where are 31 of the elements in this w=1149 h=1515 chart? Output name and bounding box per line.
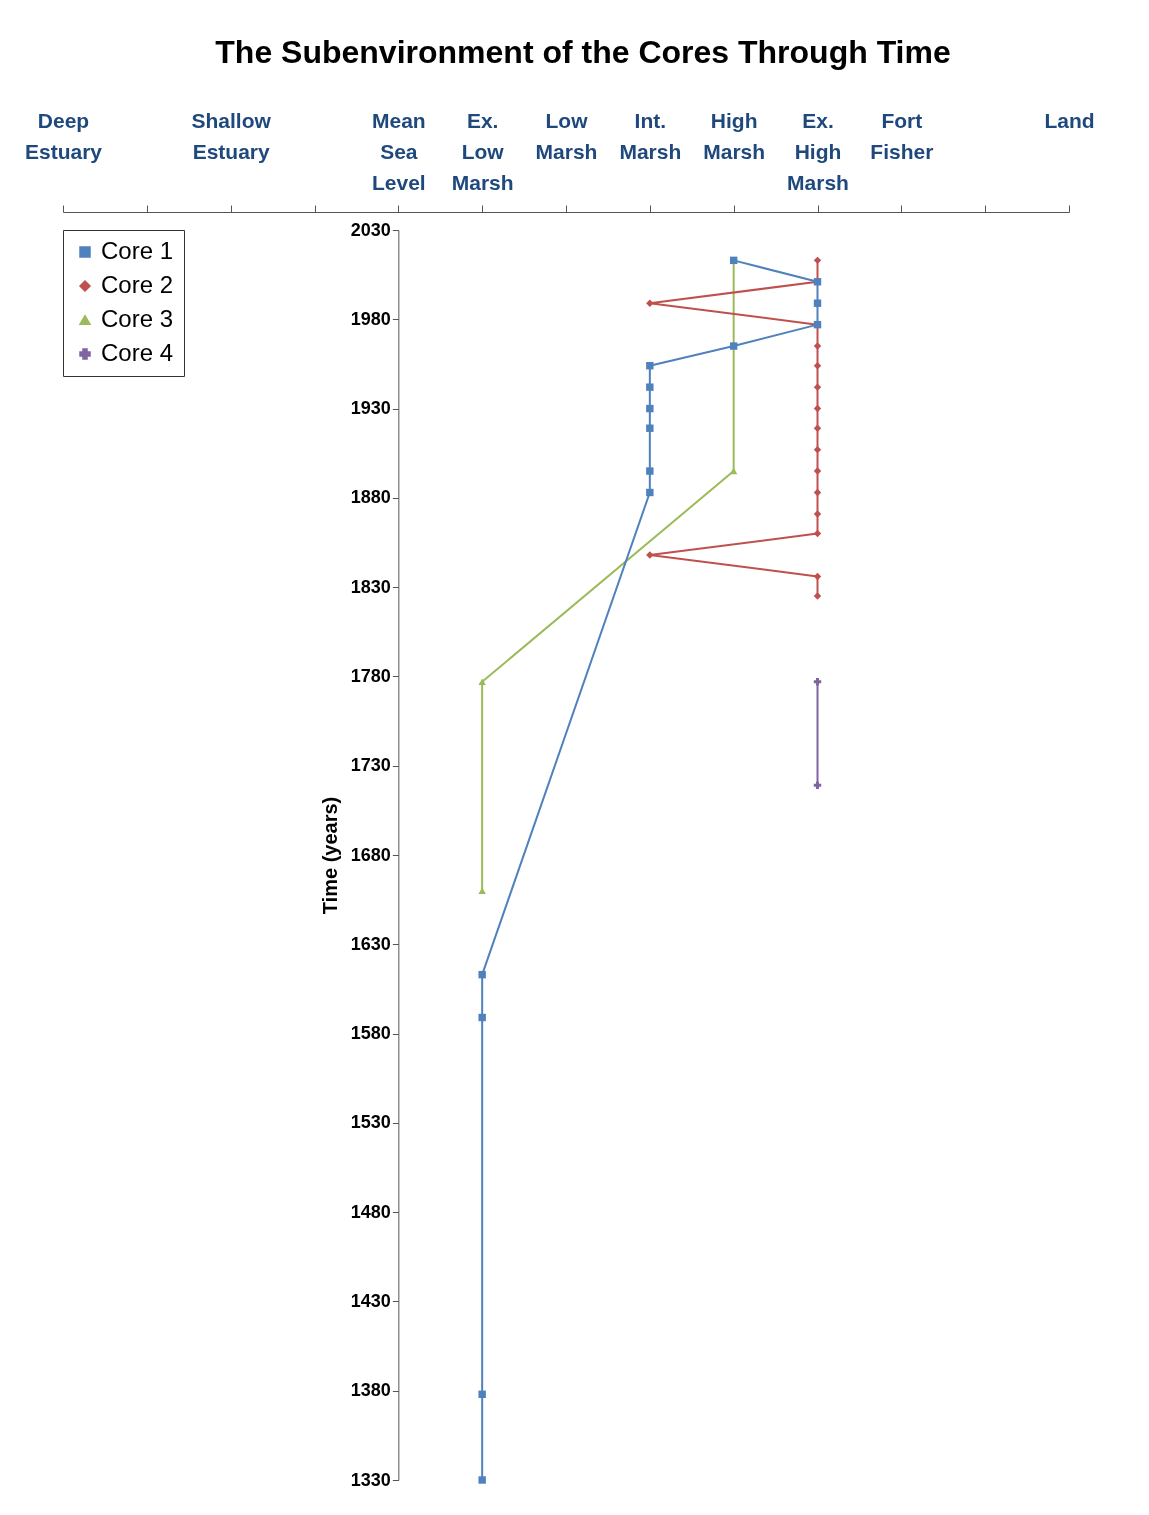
y-tick-label: 2030 — [350, 219, 391, 240]
y-tick-label: 1980 — [350, 308, 391, 329]
y-tick-label: 1380 — [350, 1380, 391, 1401]
y-tick-label: 1480 — [350, 1201, 391, 1222]
legend-label: Core 1 — [101, 237, 174, 264]
y-tick-label: 1880 — [350, 487, 391, 508]
x-tick-label: Fort Fisher — [870, 108, 934, 163]
chart-title: The Subenvironment of the Cores Through Time — [215, 34, 951, 70]
y-tick-label: 1730 — [350, 755, 391, 776]
legend-label: Core 3 — [101, 305, 174, 332]
y-tick-label: 1830 — [350, 576, 391, 597]
x-tick-label: Land — [1044, 108, 1095, 132]
x-tick-label: Mean Sea Level — [371, 108, 426, 194]
x-tick-label: Low Marsh — [535, 108, 598, 163]
y-tick-label: 1680 — [350, 844, 391, 865]
legend-label: Core 4 — [101, 339, 174, 366]
x-tick-label: Int. Marsh — [619, 108, 682, 163]
y-tick-label: 1780 — [350, 665, 391, 686]
x-tick-label: High Marsh — [703, 108, 766, 163]
x-tick-label: Shallow Estuary — [191, 108, 272, 163]
legend-label: Core 2 — [101, 271, 174, 298]
y-tick-label: 1580 — [350, 1023, 391, 1044]
y-tick-label: 1930 — [350, 398, 391, 419]
y-tick-label: 1630 — [350, 933, 391, 954]
x-tick-label: Deep Estuary — [24, 108, 103, 163]
y-tick-label: 1530 — [350, 1112, 391, 1133]
y-tick-label: 1330 — [350, 1469, 391, 1490]
y-tick-label: 1430 — [350, 1290, 391, 1311]
x-tick-label: Ex. High Marsh — [787, 108, 849, 194]
x-tick-label: Ex. Low Marsh — [451, 108, 514, 194]
y-axis-title: Time (years) — [318, 796, 341, 915]
